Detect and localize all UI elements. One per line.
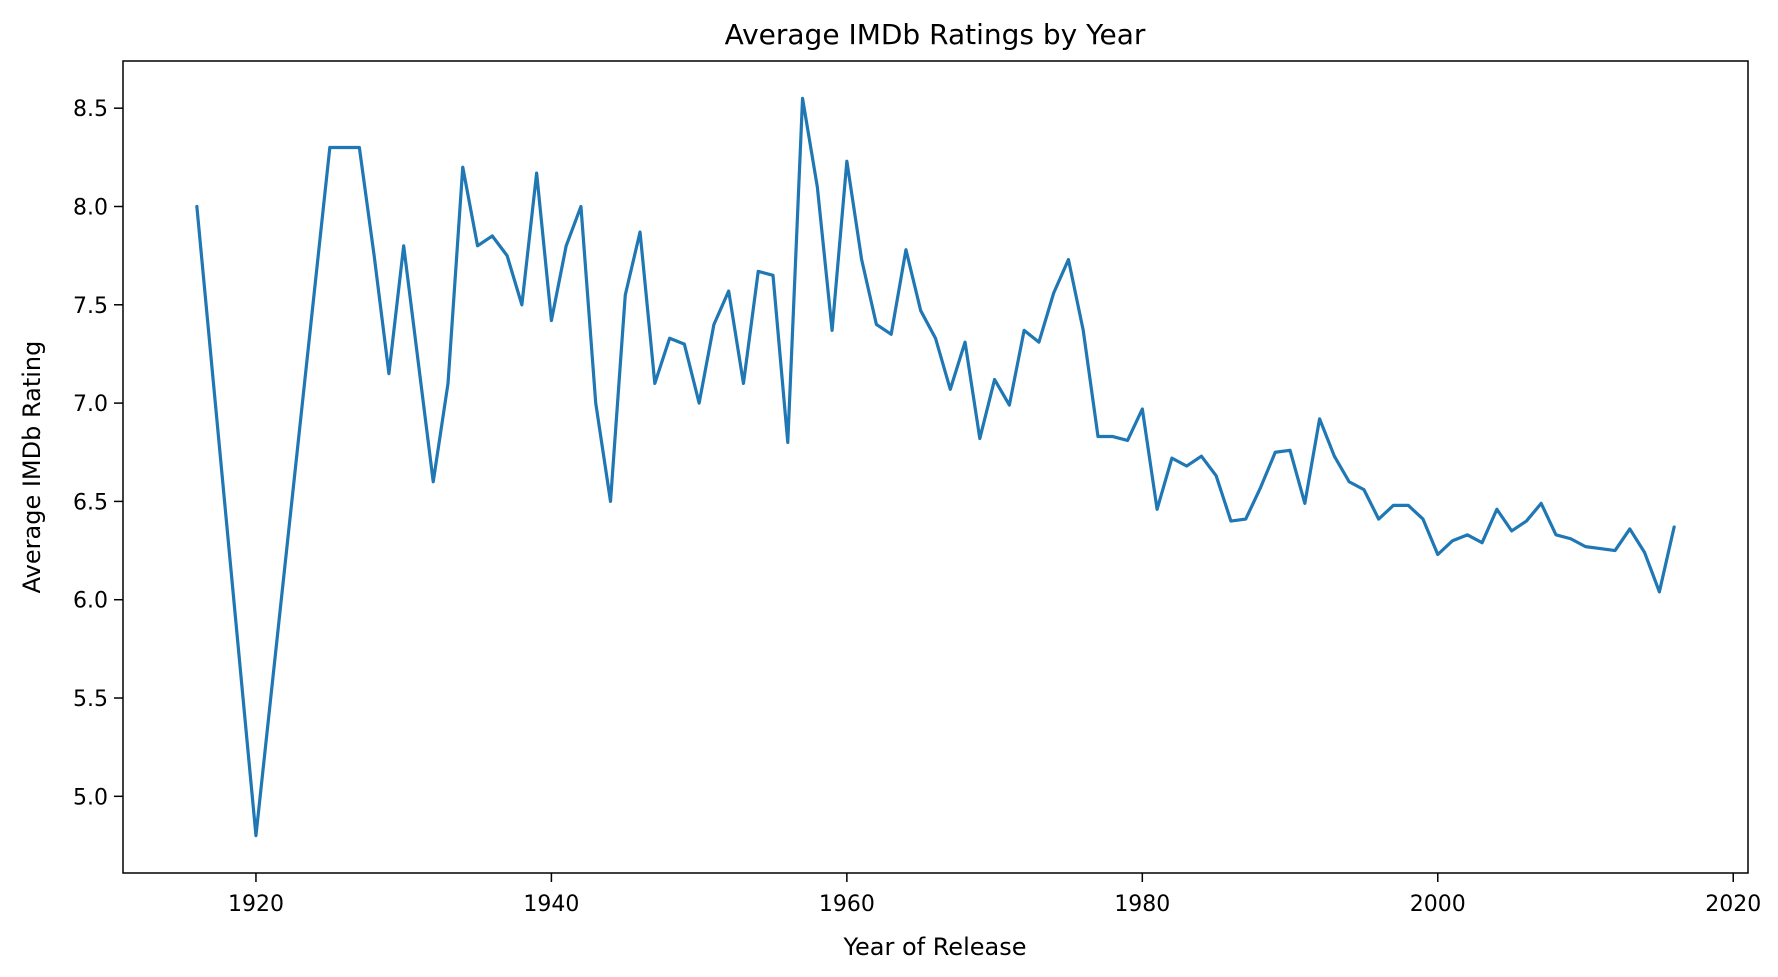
x-tick-label: 2000 — [1410, 892, 1466, 917]
x-tick-label: 1940 — [523, 892, 579, 917]
x-tick-label: 1920 — [228, 892, 284, 917]
axes-frame — [122, 60, 1749, 874]
y-tick-label: 6.5 — [73, 490, 108, 515]
y-axis-title: Average IMDb Rating — [18, 341, 46, 594]
y-tick-label: 8.5 — [73, 97, 108, 122]
x-tick-label: 1980 — [1114, 892, 1170, 917]
x-axis-ticks: 1920 1940 1960 1980 2000 2020 — [228, 873, 1761, 917]
x-axis-title: Year of Release — [843, 933, 1027, 961]
y-tick-label: 5.0 — [73, 785, 108, 810]
plot-area — [195, 96, 1676, 838]
y-tick-label: 7.0 — [73, 392, 108, 417]
y-tick-label: 6.0 — [73, 589, 108, 614]
x-tick-label: 1960 — [819, 892, 875, 917]
y-tick-label: 5.5 — [73, 687, 108, 712]
x-tick-label: 2020 — [1705, 892, 1761, 917]
chart-title: Average IMDb Ratings by Year — [725, 18, 1146, 51]
y-tick-label: 7.5 — [73, 294, 108, 319]
y-tick-label: 8.0 — [73, 195, 108, 220]
series-line-0 — [195, 96, 1676, 838]
y-axis-ticks: 5.0 5.5 6.0 6.5 7.0 7.5 8.0 8.5 — [73, 97, 123, 810]
